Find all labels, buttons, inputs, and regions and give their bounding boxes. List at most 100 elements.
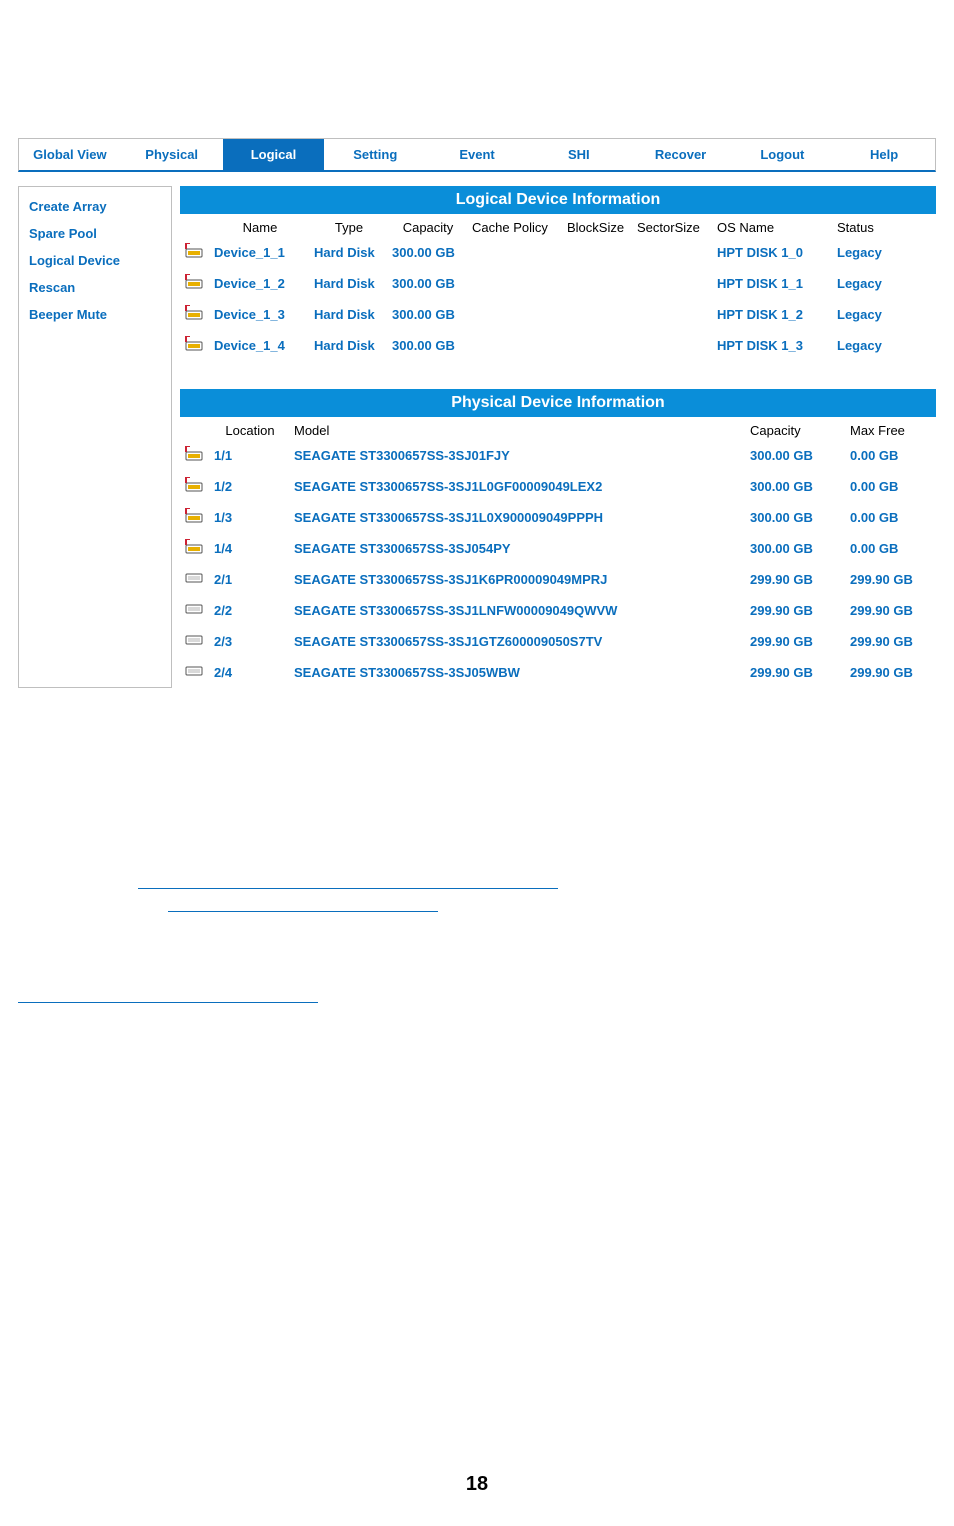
device-os-name: HPT DISK 1_3	[713, 330, 833, 361]
device-model[interactable]: SEAGATE ST3300657SS-3SJ1K6PR00009049MPRJ	[290, 564, 746, 595]
device-capacity: 299.90 GB	[746, 564, 846, 595]
device-capacity: 300.00 GB	[746, 502, 846, 533]
device-sector-size	[633, 268, 713, 299]
device-capacity: 299.90 GB	[746, 657, 846, 688]
device-cache-policy	[468, 330, 563, 361]
sidebar-item-create-array[interactable]: Create Array	[19, 193, 171, 220]
device-block-size	[563, 330, 633, 361]
tab-global-view[interactable]: Global View	[19, 139, 121, 170]
logical-device-table: Name Type Capacity Cache Policy BlockSiz…	[180, 214, 936, 361]
table-header-row: Name Type Capacity Cache Policy BlockSiz…	[180, 214, 936, 237]
device-status: Legacy	[833, 330, 936, 361]
table-row: Device_1_4Hard Disk300.00 GBHPT DISK 1_3…	[180, 330, 936, 361]
device-location[interactable]: 1/3	[210, 502, 290, 533]
drive-icon	[184, 446, 204, 465]
device-block-size	[563, 299, 633, 330]
device-model[interactable]: SEAGATE ST3300657SS-3SJ054PY	[290, 533, 746, 564]
device-location[interactable]: 2/3	[210, 626, 290, 657]
drive-icon	[184, 336, 204, 355]
sidebar: Create Array Spare Pool Logical Device R…	[18, 186, 172, 688]
drive-icon	[184, 274, 204, 293]
logical-section-title: Logical Device Information	[180, 186, 936, 214]
tab-shi[interactable]: SHI	[528, 139, 630, 170]
drive-icon	[184, 570, 204, 589]
col-type: Type	[310, 214, 388, 237]
tab-event[interactable]: Event	[426, 139, 528, 170]
sidebar-item-beeper-mute[interactable]: Beeper Mute	[19, 301, 171, 328]
device-max-free: 0.00 GB	[846, 533, 936, 564]
device-name[interactable]: Device_1_1	[210, 237, 310, 268]
table-row: 2/3SEAGATE ST3300657SS-3SJ1GTZ600009050S…	[180, 626, 936, 657]
table-row: 1/2SEAGATE ST3300657SS-3SJ1L0GF00009049L…	[180, 471, 936, 502]
device-model[interactable]: SEAGATE ST3300657SS-3SJ01FJY	[290, 440, 746, 471]
device-location[interactable]: 2/4	[210, 657, 290, 688]
device-type: Hard Disk	[310, 268, 388, 299]
device-location[interactable]: 1/4	[210, 533, 290, 564]
table-row: Device_1_1Hard Disk300.00 GBHPT DISK 1_0…	[180, 237, 936, 268]
page-number: 18	[18, 1473, 936, 1526]
device-max-free: 299.90 GB	[846, 564, 936, 595]
device-sector-size	[633, 299, 713, 330]
device-model[interactable]: SEAGATE ST3300657SS-3SJ1LNFW00009049QWVW	[290, 595, 746, 626]
sidebar-item-rescan[interactable]: Rescan	[19, 274, 171, 301]
content-area: Logical Device Information Name Type Cap…	[180, 186, 936, 688]
device-os-name: HPT DISK 1_1	[713, 268, 833, 299]
tab-setting[interactable]: Setting	[324, 139, 426, 170]
device-model[interactable]: SEAGATE ST3300657SS-3SJ1L0X900009049PPPH	[290, 502, 746, 533]
device-location[interactable]: 1/2	[210, 471, 290, 502]
table-row: 2/2SEAGATE ST3300657SS-3SJ1LNFW00009049Q…	[180, 595, 936, 626]
table-row: Device_1_3Hard Disk300.00 GBHPT DISK 1_2…	[180, 299, 936, 330]
device-name[interactable]: Device_1_3	[210, 299, 310, 330]
tab-logout[interactable]: Logout	[731, 139, 833, 170]
drive-icon	[184, 663, 204, 682]
device-model[interactable]: SEAGATE ST3300657SS-3SJ1GTZ600009050S7TV	[290, 626, 746, 657]
device-block-size	[563, 237, 633, 268]
device-model[interactable]: SEAGATE ST3300657SS-3SJ1L0GF00009049LEX2	[290, 471, 746, 502]
device-type: Hard Disk	[310, 330, 388, 361]
device-location[interactable]: 2/2	[210, 595, 290, 626]
col-capacity: Capacity	[388, 214, 468, 237]
physical-section-title: Physical Device Information	[180, 389, 936, 417]
tab-help[interactable]: Help	[833, 139, 935, 170]
col-max-free: Max Free	[846, 417, 936, 440]
device-cache-policy	[468, 299, 563, 330]
col-status: Status	[833, 214, 936, 237]
device-capacity: 299.90 GB	[746, 626, 846, 657]
device-capacity: 300.00 GB	[388, 299, 468, 330]
drive-icon	[184, 632, 204, 651]
device-location[interactable]: 1/1	[210, 440, 290, 471]
device-name[interactable]: Device_1_4	[210, 330, 310, 361]
device-max-free: 299.90 GB	[846, 595, 936, 626]
sidebar-item-spare-pool[interactable]: Spare Pool	[19, 220, 171, 247]
tab-recover[interactable]: Recover	[630, 139, 732, 170]
device-location[interactable]: 2/1	[210, 564, 290, 595]
device-name[interactable]: Device_1_2	[210, 268, 310, 299]
device-max-free: 0.00 GB	[846, 471, 936, 502]
col-location: Location	[210, 417, 290, 440]
tab-bar: Global View Physical Logical Setting Eve…	[18, 138, 936, 172]
drive-icon	[184, 243, 204, 262]
device-max-free: 0.00 GB	[846, 440, 936, 471]
decorative-underline	[18, 1002, 318, 1003]
sidebar-item-logical-device[interactable]: Logical Device	[19, 247, 171, 274]
table-header-row: Location Model Capacity Max Free	[180, 417, 936, 440]
col-os-name: OS Name	[713, 214, 833, 237]
device-sector-size	[633, 237, 713, 268]
tab-physical[interactable]: Physical	[121, 139, 223, 170]
drive-icon	[184, 305, 204, 324]
device-sector-size	[633, 330, 713, 361]
col-cache-policy: Cache Policy	[468, 214, 563, 237]
device-type: Hard Disk	[310, 237, 388, 268]
device-capacity: 299.90 GB	[746, 595, 846, 626]
drive-icon	[184, 539, 204, 558]
device-model[interactable]: SEAGATE ST3300657SS-3SJ05WBW	[290, 657, 746, 688]
device-max-free: 299.90 GB	[846, 626, 936, 657]
table-row: 1/1SEAGATE ST3300657SS-3SJ01FJY300.00 GB…	[180, 440, 936, 471]
device-capacity: 300.00 GB	[746, 533, 846, 564]
table-row: 1/3SEAGATE ST3300657SS-3SJ1L0X900009049P…	[180, 502, 936, 533]
drive-icon	[184, 477, 204, 496]
table-row: Device_1_2Hard Disk300.00 GBHPT DISK 1_1…	[180, 268, 936, 299]
col-model: Model	[290, 417, 746, 440]
tab-logical[interactable]: Logical	[223, 139, 325, 170]
table-row: 2/1SEAGATE ST3300657SS-3SJ1K6PR00009049M…	[180, 564, 936, 595]
